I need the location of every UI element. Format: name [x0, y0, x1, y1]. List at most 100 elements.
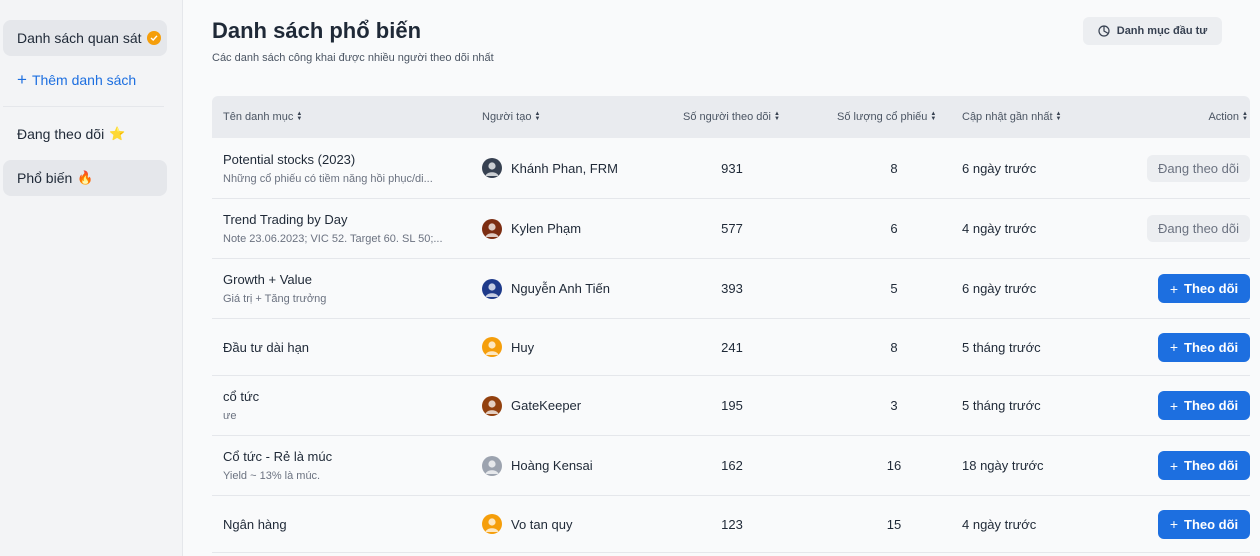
portfolio-button-label: Danh mục đầu tư [1116, 25, 1208, 37]
sort-icon: ▲ ▼ [534, 111, 541, 122]
stocks-count: 8 [890, 160, 898, 176]
follow-button[interactable]: + Theo dõi [1158, 391, 1250, 420]
followers-count: 241 [721, 339, 743, 355]
table-row[interactable]: Đầu tư dài hạn Huy 241 8 5 tháng trước +… [212, 319, 1250, 376]
user-avatar-icon [485, 399, 499, 414]
creator-cell[interactable]: Huy [482, 319, 682, 375]
user-avatar-icon [485, 459, 499, 474]
column-header-stocks[interactable]: Số lượng cổ phiếu ▲ ▼ [837, 96, 936, 138]
table-row[interactable]: Potential stocks (2023) Những cổ phiếu c… [212, 138, 1250, 199]
follow-button[interactable]: + Theo dõi [1158, 332, 1250, 362]
sidebar-item-following[interactable]: Đang theo dõi ⭐ [3, 116, 167, 152]
star-icon: ⭐ [109, 126, 126, 141]
creator-cell[interactable]: Khánh Phan, FRM [482, 138, 682, 198]
creator-cell[interactable]: Kylen Phạm [482, 199, 682, 258]
add-list-label: Thêm danh sách [31, 71, 137, 88]
list-name[interactable]: Cổ tức - Rẻ là múc [223, 449, 333, 464]
creator-name[interactable]: Khánh Phan, FRM [511, 160, 618, 176]
table-row[interactable]: Cổ tức - Rẻ là múc Yield ~ 13% là múc. H… [212, 436, 1250, 496]
action-cell: + Theo dõi [1110, 496, 1250, 552]
plus-icon: + [17, 70, 27, 89]
table-row[interactable]: Growth + Value Giá trị + Tăng trưởng Ngu… [212, 259, 1250, 319]
sidebar-item-label: Danh sách quan sát [17, 30, 142, 46]
user-avatar-icon [485, 282, 499, 297]
sidebar-item-watchlist[interactable]: Danh sách quan sát [3, 20, 167, 56]
sort-icon: ▲ ▼ [773, 111, 780, 122]
list-name-cell[interactable]: Ngân hàng [223, 496, 468, 552]
plus-icon: + [1169, 280, 1178, 297]
plus-icon: + [1169, 457, 1178, 474]
column-header-creator[interactable]: Người tạo ▲ ▼ [482, 96, 540, 138]
followers-count: 577 [721, 221, 743, 236]
follow-button-label: Theo dõi [1184, 281, 1239, 296]
creator-name[interactable]: GateKeeper [511, 398, 582, 413]
table-body: Potential stocks (2023) Những cổ phiếu c… [212, 138, 1250, 553]
list-name[interactable]: cổ tức [223, 389, 260, 404]
avatar[interactable] [482, 337, 502, 357]
updated-time: 18 ngày trước [962, 458, 1044, 473]
list-name[interactable]: Potential stocks (2023) [223, 151, 356, 167]
stocks-count: 6 [890, 221, 898, 236]
creator-cell[interactable]: Vo tan quy [482, 496, 682, 552]
list-name-cell[interactable]: Growth + Value Giá trị + Tăng trưởng [223, 259, 468, 318]
plus-icon: + [1169, 516, 1178, 532]
column-header-followers[interactable]: Số người theo dõi ▲ ▼ [683, 96, 780, 138]
follow-button[interactable]: + Theo dõi [1158, 451, 1250, 480]
table-header: Tên danh mục ▲ ▼ Người tạo ▲ ▼ Số người theo… [212, 96, 1250, 138]
column-header-label: Action [1208, 111, 1240, 123]
following-button[interactable]: Đang theo dõi [1147, 154, 1250, 182]
table-row[interactable]: Ngân hàng Vo tan quy 123 15 4 ngày trước… [212, 496, 1250, 553]
updated-time: 5 tháng trước [962, 398, 1041, 413]
creator-name[interactable]: Vo tan quy [511, 516, 573, 532]
list-name[interactable]: Trend Trading by Day [223, 212, 348, 227]
avatar[interactable] [482, 218, 502, 239]
column-header-updated[interactable]: Cập nhật gần nhất ▲ ▼ [962, 96, 1061, 138]
followers-count: 195 [721, 398, 743, 413]
avatar[interactable] [482, 395, 502, 416]
avatar[interactable] [482, 158, 502, 178]
table-row[interactable]: Trend Trading by Day Note 23.06.2023; VI… [212, 199, 1250, 259]
table-row[interactable]: cổ tức ưe GateKeeper 195 3 5 tháng trước… [212, 376, 1250, 436]
column-header-label: Số người theo dõi [683, 111, 771, 123]
sidebar-item-label: Phổ biến [17, 170, 73, 186]
creator-cell[interactable]: Hoàng Kensai [482, 436, 682, 495]
add-list-button[interactable]: + Thêm danh sách [17, 71, 136, 88]
updated-time: 6 ngày trước [962, 281, 1037, 296]
list-name-cell[interactable]: Đầu tư dài hạn [223, 319, 468, 375]
creator-name[interactable]: Huy [511, 339, 535, 355]
sidebar-item-label: Đang theo dõi [17, 126, 105, 142]
fire-icon: 🔥 [77, 170, 94, 185]
list-description: Note 23.06.2023; VIC 52. Target 60. SL 5… [223, 233, 443, 245]
follow-button[interactable]: + Theo dõi [1158, 509, 1250, 539]
avatar[interactable] [482, 278, 502, 299]
creator-cell[interactable]: GateKeeper [482, 376, 682, 435]
list-name[interactable]: Ngân hàng [223, 516, 287, 532]
sidebar-item-popular[interactable]: Phổ biến 🔥 [3, 160, 167, 196]
column-header-label: Số lượng cổ phiếu [837, 111, 928, 123]
column-header-name[interactable]: Tên danh mục ▲ ▼ [223, 96, 302, 138]
creator-name[interactable]: Hoàng Kensai [511, 458, 593, 473]
avatar[interactable] [482, 514, 502, 534]
list-name-cell[interactable]: Potential stocks (2023) Những cổ phiếu c… [223, 138, 468, 198]
follow-button[interactable]: + Theo dõi [1158, 274, 1250, 303]
sidebar-divider [3, 106, 164, 107]
list-name[interactable]: Đầu tư dài hạn [223, 339, 310, 355]
avatar[interactable] [482, 455, 502, 476]
list-name-cell[interactable]: cổ tức ưe [223, 376, 468, 435]
column-header-action[interactable]: Action ▲ ▼ [1208, 96, 1248, 138]
creator-cell[interactable]: Nguyễn Anh Tiến [482, 259, 682, 318]
creator-name[interactable]: Nguyễn Anh Tiến [511, 281, 611, 296]
portfolio-button[interactable]: Danh mục đầu tư [1083, 17, 1222, 45]
list-name-cell[interactable]: Trend Trading by Day Note 23.06.2023; VI… [223, 199, 468, 258]
action-cell: + Theo dõi [1110, 259, 1250, 318]
sort-icon: ▲ ▼ [1242, 111, 1248, 122]
list-name-cell[interactable]: Cổ tức - Rẻ là múc Yield ~ 13% là múc. [223, 436, 468, 495]
creator-name[interactable]: Kylen Phạm [511, 221, 582, 236]
plus-icon: + [1169, 339, 1178, 355]
list-name[interactable]: Growth + Value [223, 272, 313, 287]
stocks-count: 3 [890, 398, 898, 413]
following-button[interactable]: Đang theo dõi [1147, 215, 1250, 242]
column-header-label: Người tạo [482, 111, 532, 123]
action-cell: + Theo dõi [1110, 376, 1250, 435]
followers-count: 393 [721, 281, 743, 296]
